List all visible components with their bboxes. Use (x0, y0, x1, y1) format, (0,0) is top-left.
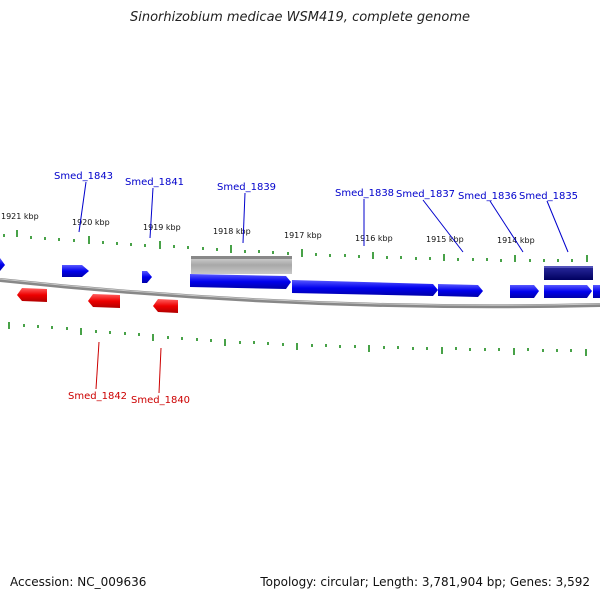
kbp-label: 1917 kbp (284, 231, 322, 240)
kbp-label: 1920 kbp (72, 218, 110, 227)
bottom-gene-labels: Smed_1842 Smed_1840 (68, 391, 190, 406)
reverse-genes (17, 288, 178, 313)
genome-backbone (0, 278, 600, 309)
pseudo-feature[interactable] (191, 256, 292, 274)
gene-forward[interactable] (0, 258, 5, 271)
kbp-label: 1918 kbp (213, 227, 251, 236)
topology-text: Topology: circular; Length: 3,781,904 bp… (260, 575, 590, 589)
gene-label[interactable]: Smed_1843 (54, 171, 113, 182)
gene-forward[interactable] (142, 271, 152, 283)
gene-label[interactable]: Smed_1839 (217, 182, 276, 193)
gene-forward[interactable] (190, 274, 291, 289)
gene-forward[interactable] (544, 285, 592, 298)
genome-title: Sinorhizobium medicae WSM419, complete g… (129, 10, 471, 25)
gene-label[interactable]: Smed_1842 (68, 391, 127, 402)
gene-label[interactable]: Smed_1841 (125, 177, 184, 188)
gene-forward[interactable] (438, 284, 483, 297)
gene-forward[interactable] (292, 280, 438, 296)
lower-tick-ruler (8, 322, 587, 356)
kbp-label: 1916 kbp (355, 234, 393, 243)
gene-reverse[interactable] (88, 294, 120, 308)
upper-tick-ruler (3, 230, 588, 262)
accession-text: Accession: NC_009636 (10, 575, 147, 589)
gene-label[interactable]: Smed_1835 (519, 191, 578, 202)
bottom-leader-lines (95, 341, 162, 394)
gene-reverse[interactable] (17, 288, 47, 302)
gene-label[interactable]: Smed_1838 (335, 188, 394, 199)
gene-label[interactable]: Smed_1837 (396, 189, 455, 200)
gene-label[interactable]: Smed_1836 (458, 191, 517, 202)
top-gene-labels: Smed_1843 Smed_1841 Smed_1839 Smed_1838 … (54, 171, 578, 202)
forward-genes (0, 258, 600, 298)
kbp-label: 1915 kbp (426, 235, 464, 244)
kbp-label: 1921 kbp (1, 212, 39, 221)
gene-forward[interactable] (62, 265, 89, 277)
gene-reverse[interactable] (153, 299, 178, 313)
gene-forward[interactable] (510, 285, 539, 298)
kbp-label: 1919 kbp (143, 223, 181, 232)
gene-forward[interactable] (593, 285, 600, 298)
selected-gene[interactable] (544, 266, 593, 280)
top-leader-lines (78, 181, 569, 253)
gene-label[interactable]: Smed_1840 (131, 395, 190, 406)
